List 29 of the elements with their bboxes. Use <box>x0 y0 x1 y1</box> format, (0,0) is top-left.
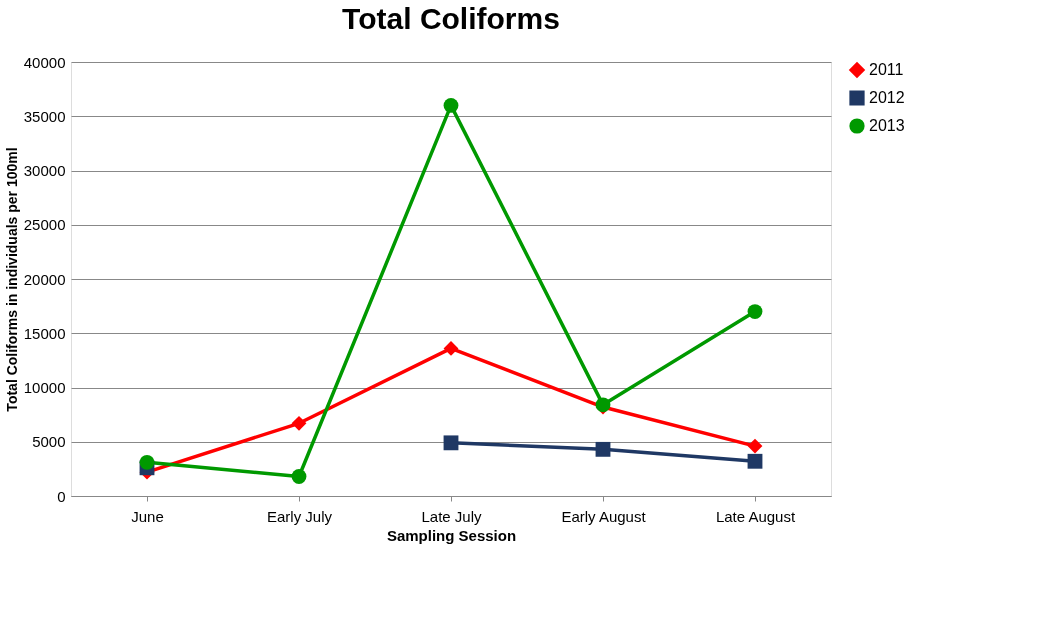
legend-label: 2012 <box>869 89 905 106</box>
y-tick-label: 15000 <box>23 324 66 342</box>
point <box>747 438 763 454</box>
point <box>595 441 611 457</box>
legend-label: 2013 <box>869 117 905 134</box>
y-tick-label: 25000 <box>23 216 66 234</box>
y-tick-label: 30000 <box>23 162 66 179</box>
y-tick-label: 0 <box>57 487 66 505</box>
y-tick-label: 10000 <box>23 379 66 396</box>
x-tick-label: Late July <box>421 507 483 525</box>
point <box>291 469 307 484</box>
point <box>747 304 763 319</box>
x-tick-label: Late August <box>715 507 796 525</box>
point <box>443 435 459 451</box>
x-tick-label: Early July <box>266 507 333 525</box>
legend-label: 2011 <box>869 61 904 78</box>
y-tick-label: 20000 <box>23 270 66 288</box>
y-tick-label: 40000 <box>23 53 66 71</box>
y-tick-label: 35000 <box>23 107 66 125</box>
chart-title: Total Coliforms <box>342 2 560 35</box>
point <box>747 453 763 469</box>
point <box>139 454 155 470</box>
point <box>443 98 459 113</box>
x-tick-label: Early August <box>561 507 647 525</box>
x-axis-title: Sampling Session <box>386 526 517 544</box>
y-tick-label: 5000 <box>32 433 66 451</box>
y-axis-title: Total Coliforms in individuals per 100ml <box>3 147 20 412</box>
x-tick-label: June <box>131 507 164 525</box>
point <box>291 415 307 431</box>
